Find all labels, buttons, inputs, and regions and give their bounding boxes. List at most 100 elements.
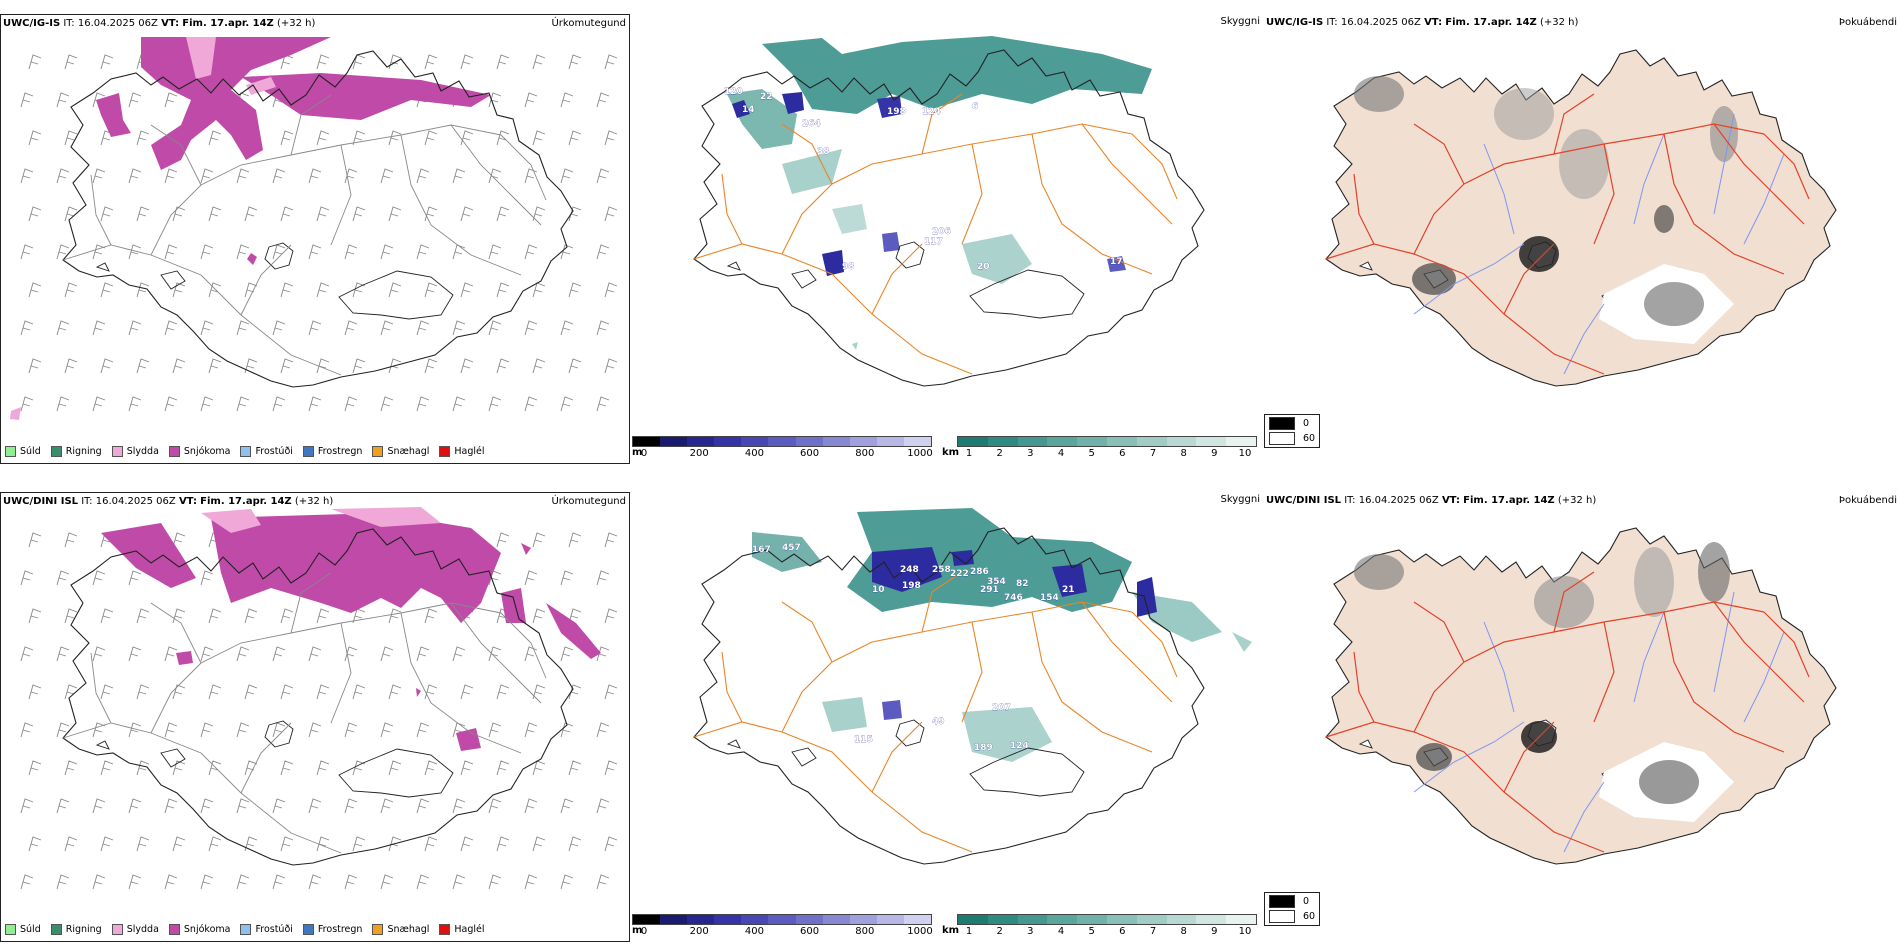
colorbar-swatch (849, 915, 877, 924)
legend-label: Frostregn (317, 924, 363, 935)
snow-depth-label: 20 (977, 262, 990, 272)
snow-depth-label: 49 (932, 717, 945, 727)
colorbar-tick: 6 (1119, 926, 1126, 937)
colorbar-tick: 0 (640, 448, 648, 459)
legend-swatch (111, 446, 123, 457)
legend-item: Frostúði (240, 924, 293, 935)
visibility-unit: km (942, 447, 960, 458)
legend-item: Frostregn (302, 924, 363, 935)
cloud-shading (1354, 542, 1734, 822)
cloud-legend-item: 60 (1269, 910, 1315, 923)
snow-depth-label: 82 (1016, 579, 1029, 589)
cloud-map-dini (1325, 527, 1837, 865)
legend-item: Snjókoma (168, 924, 230, 935)
panel-title-cloud: Þokuábendi (1838, 17, 1897, 28)
colorbar-swatch (822, 915, 850, 924)
snow-depth-label: 258 (932, 565, 951, 575)
visibility-colorbar: 1 2 3 4 5 6 7 8 9 10 (957, 436, 1257, 459)
colorbar-tick: 2 (996, 926, 1003, 937)
legend-swatch (50, 924, 62, 935)
colorbar-swatch (714, 915, 742, 924)
precip-map-dini (20, 507, 618, 890)
visibility-swatches (957, 436, 1257, 447)
colorbar-swatch (795, 915, 823, 924)
cloud-panel-dini: 0 60 UWC/DINI ISL IT: 16.04.2025 06Z VT: … (1264, 492, 1900, 942)
legend-swatch (439, 924, 451, 935)
colorbar-tick: 3 (1027, 448, 1034, 459)
panel-title-precip: Úrkomutegund (551, 496, 626, 507)
snow-depth-label: 124 (1010, 741, 1029, 751)
legend-label: Frostregn (317, 446, 363, 457)
colorbar-swatch (1136, 915, 1167, 924)
colorbar-swatch (768, 437, 796, 446)
colorbar-swatch (1047, 437, 1078, 446)
colorbar-swatch (714, 437, 742, 446)
legend-label: Rigning (65, 446, 102, 457)
iceland-land (1325, 527, 1837, 865)
visibility-panel-igis: 120 22 14 264 198 124 6 38 206 117 98 20 17 Skyggni … (632, 14, 1262, 464)
colorbar-tick: 8 (1180, 926, 1187, 937)
legend-label: Frostúði (255, 446, 293, 457)
road-network (693, 93, 1178, 375)
colorbar-swatch (1136, 437, 1167, 446)
colorbar-swatch (1226, 915, 1256, 924)
snow-depth-label: 248 (900, 565, 919, 575)
cloud-legend-swatch (1269, 910, 1295, 923)
cloud-legend: 0 60 (1264, 414, 1321, 448)
road-network (62, 572, 547, 854)
cloud-legend-swatch (1269, 895, 1295, 908)
snow-depth-colorbar: 0 200 400 600 800 1000 (632, 436, 933, 459)
fog-visibility-areas (727, 36, 1152, 350)
colorbar-swatch (741, 437, 769, 446)
colorbar-swatch (903, 437, 932, 446)
snowfall-areas (101, 507, 601, 751)
snow-depth-label: 98 (842, 262, 855, 272)
colorbar-swatch (987, 437, 1018, 446)
colorbar-swatch (768, 915, 796, 924)
height-unit: m (632, 447, 643, 458)
panel-title-visibility: Skyggni (1220, 16, 1260, 27)
legend-swatch (5, 924, 16, 935)
panel-header: UWC/IG-IS IT: 16.04.2025 06Z VT: Fim. 17… (1266, 17, 1579, 28)
snow-depth-areas (732, 92, 1126, 276)
legend-item: Slydda (111, 446, 159, 457)
visibility-ticks: 1 2 3 4 5 6 7 8 9 10 (957, 447, 1257, 459)
colorbar-swatch (876, 437, 904, 446)
colorbar-swatch (849, 437, 877, 446)
visibility-unit: km (942, 925, 960, 936)
legend-label: Súld (20, 924, 41, 935)
legend-swatch (372, 924, 384, 935)
legend-label: Haglél (454, 446, 485, 457)
legend-label: Slydda (126, 446, 159, 457)
panel-title-visibility: Skyggni (1220, 494, 1260, 505)
colorbar-tick: 9 (1211, 926, 1218, 937)
colorbar-swatch (1047, 915, 1078, 924)
snow-depth-label: 198 (887, 107, 906, 117)
snow-depth-label: 222 (950, 569, 969, 579)
colorbar-tick: 4 (1057, 448, 1065, 459)
cloud-map-igis (1325, 49, 1837, 387)
snow-depth-label: 124 (922, 107, 941, 117)
cloud-legend-swatch (1269, 417, 1295, 430)
colorbar-swatch (741, 915, 769, 924)
colorbar-swatch (903, 915, 932, 924)
snow-depth-label: 189 (974, 743, 993, 753)
snow-depth-label: 120 (724, 87, 743, 97)
legend-item: Frostúði (240, 446, 293, 457)
legend-item: Slydda (111, 924, 159, 935)
colorbar-swatch (958, 437, 988, 446)
snow-depth-label: 291 (980, 585, 999, 595)
colorbar-swatch (987, 915, 1018, 924)
colorbar-swatch (876, 915, 904, 924)
cloud-legend-item: 60 (1269, 432, 1315, 445)
snow-depth-label: 286 (970, 567, 989, 577)
snow-depth-label: 167 (752, 545, 771, 555)
precip-map-igis (10, 37, 618, 420)
legend-swatch (168, 924, 180, 935)
colorbar-swatch (1166, 915, 1197, 924)
cloud-legend-item: 0 (1269, 417, 1315, 430)
panel-title-precip: Úrkomutegund (551, 18, 626, 29)
snow-depth-label: 746 (1004, 593, 1023, 603)
iceland-outline (693, 49, 1205, 387)
